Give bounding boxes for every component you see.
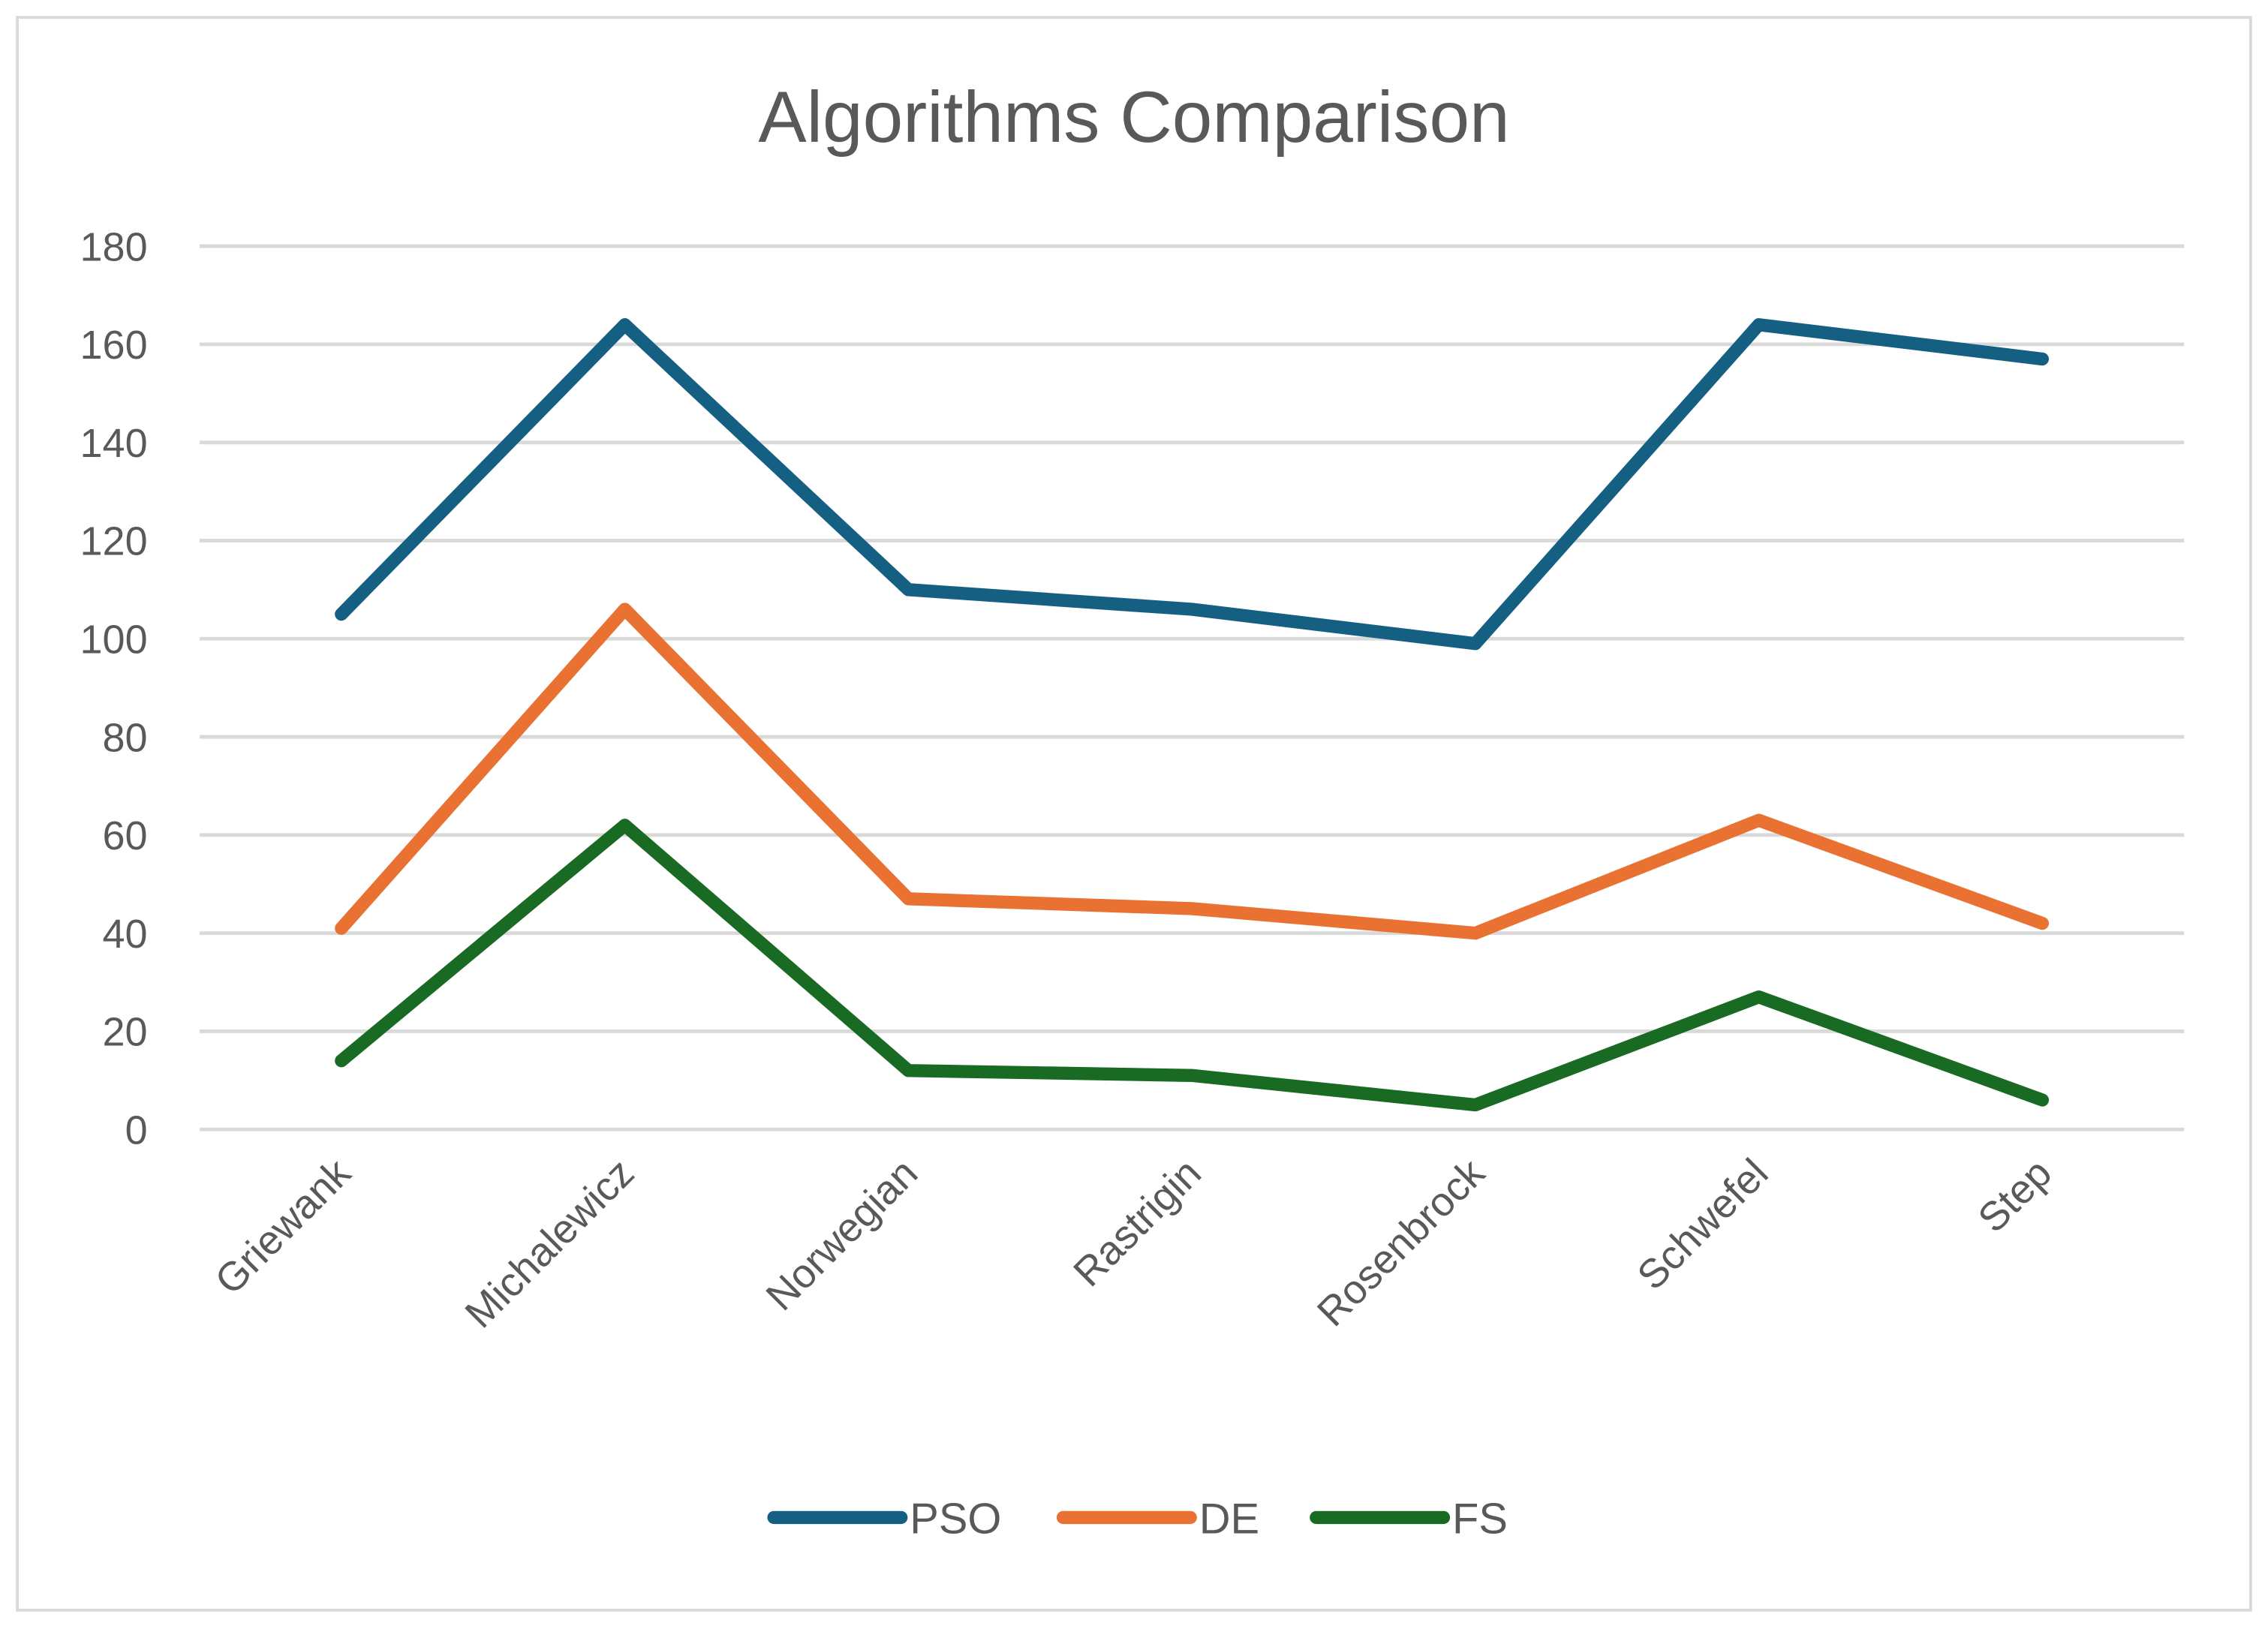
y-tick-label: 180: [80, 224, 148, 269]
legend-label-pso: PSO: [910, 1495, 1001, 1543]
chart-border: [16, 16, 2252, 1612]
y-tick-label: 40: [103, 912, 148, 957]
y-tick-label: 80: [103, 715, 148, 760]
legend-label-fs: FS: [1452, 1495, 1508, 1543]
y-tick-label: 120: [80, 519, 148, 564]
y-tick-label: 60: [103, 813, 148, 858]
y-tick-label: 0: [125, 1108, 148, 1153]
y-tick-label: 140: [80, 421, 148, 466]
y-tick-label: 20: [103, 1010, 148, 1055]
y-tick-label: 100: [80, 618, 148, 663]
y-tick-label: 160: [80, 323, 148, 368]
legend-label-de: DE: [1199, 1495, 1259, 1543]
chart-title: Algorithms Comparison: [758, 77, 1509, 158]
